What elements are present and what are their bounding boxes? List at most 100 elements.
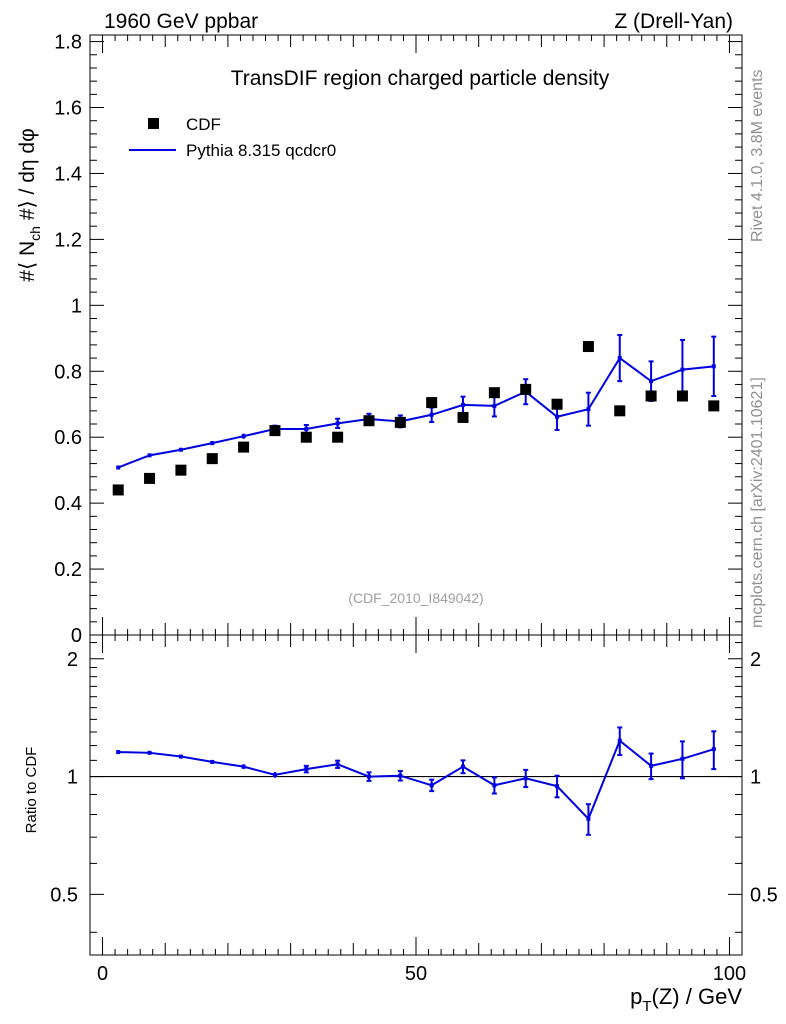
y-tick-label: 0.8 xyxy=(54,361,82,383)
ratio-point xyxy=(335,762,340,767)
rivet-version-label: Rivet 4.1.0, 3.8M events xyxy=(749,69,766,242)
ratio-tick-label: 2 xyxy=(67,649,78,671)
main-plot-area xyxy=(112,334,720,496)
main-axis-ticks: 0 0.2 0.4 0.6 0.8 1 1.2 1.4 1.6 1.8 xyxy=(54,32,742,647)
ratio-point xyxy=(680,756,685,761)
cdf-point xyxy=(394,416,406,428)
mc-point xyxy=(304,426,309,431)
cdf-point xyxy=(144,472,156,484)
ratio-point xyxy=(711,747,716,752)
mc-point xyxy=(116,465,121,470)
cdf-point xyxy=(520,383,532,395)
legend-cdf-marker xyxy=(148,118,159,129)
legend-mc-label: Pythia 8.315 qcdcr0 xyxy=(186,141,336,160)
mc-point xyxy=(617,356,622,361)
mc-point xyxy=(335,421,340,426)
x-tick-label: 50 xyxy=(405,963,427,985)
cdf-point xyxy=(614,405,626,417)
ratio-point xyxy=(241,764,246,769)
mc-point xyxy=(555,414,560,419)
x-axis-label-rest: (Z) / GeV xyxy=(652,984,743,1009)
cdf-point xyxy=(708,400,720,412)
cdf-point xyxy=(332,431,344,443)
cdf-point xyxy=(457,411,469,423)
y-tick-label: 1.4 xyxy=(54,163,82,185)
y-axis-label: #⟨ Nch #⟩ / dη dφ xyxy=(16,128,43,281)
ratio-point xyxy=(366,774,371,779)
y-axis-label-pre: #⟨ N xyxy=(16,241,39,282)
y-tick-label: 0 xyxy=(71,625,82,647)
ratio-tick-label: 0.5 xyxy=(50,884,78,906)
ratio-point xyxy=(304,767,309,772)
collider-label: 1960 GeV ppbar xyxy=(104,10,258,33)
cdf-point xyxy=(582,341,594,353)
ratio-tick-label: 1 xyxy=(67,767,78,789)
cdf-point xyxy=(645,390,657,402)
cdf-point xyxy=(676,390,688,402)
y-tick-label: 0.4 xyxy=(54,493,82,515)
y-axis-label-sub: ch xyxy=(27,226,43,241)
ratio-point xyxy=(398,773,403,778)
ratio-point xyxy=(210,759,215,764)
cdf-point xyxy=(206,453,218,465)
x-tick-label: 0 xyxy=(97,963,108,985)
y-tick-label: 0.6 xyxy=(54,427,82,449)
ratio-point xyxy=(116,750,121,755)
ratio-point xyxy=(147,750,152,755)
mc-point xyxy=(210,441,215,446)
ratio-y-axis-label: Ratio to CDF xyxy=(23,747,40,834)
ratio-point xyxy=(272,772,277,777)
ratio-point xyxy=(523,776,528,781)
cdf-point xyxy=(300,431,312,443)
process-label: Z (Drell-Yan) xyxy=(614,10,733,33)
legend-cdf-label: CDF xyxy=(186,115,221,134)
ratio-point xyxy=(461,764,466,769)
ratio-point xyxy=(429,783,434,788)
mc-point xyxy=(461,402,466,407)
cdf-point xyxy=(363,415,375,427)
mc-point xyxy=(586,407,591,412)
mc-point xyxy=(147,453,152,458)
y-tick-label: 1.8 xyxy=(54,32,82,54)
cdf-point xyxy=(238,441,250,453)
cdf-point xyxy=(551,398,563,410)
ratio-point xyxy=(617,738,622,743)
ratio-tick-label-right: 2 xyxy=(750,649,761,671)
y-tick-label: 1.2 xyxy=(54,229,82,251)
cdf-point xyxy=(269,425,281,437)
y-tick-label: 0.2 xyxy=(54,559,82,581)
mc-series-line xyxy=(117,356,714,469)
y-axis-label-post: #⟩ / dη dφ xyxy=(16,128,39,226)
cdf-point xyxy=(426,397,438,409)
cdf-point xyxy=(488,387,500,399)
mc-point xyxy=(429,412,434,417)
ratio-point xyxy=(555,784,560,789)
mc-point xyxy=(649,379,654,384)
ratio-point xyxy=(178,754,183,759)
mcplots-label: mcplots.cern.ch [arXiv:2401.10621] xyxy=(749,377,766,628)
y-tick-label: 1 xyxy=(71,295,82,317)
mc-point xyxy=(492,403,497,408)
mc-point xyxy=(711,364,716,369)
analysis-watermark: (CDF_2010_I849042) xyxy=(348,590,483,606)
ratio-tick-label-right: 1 xyxy=(750,767,761,789)
x-axis-label-sub: T xyxy=(642,998,651,1015)
ratio-plot-frame xyxy=(89,634,743,956)
ratio-point xyxy=(586,816,591,821)
ratio-series-line xyxy=(118,739,715,821)
x-axis-label-p: p xyxy=(630,984,642,1009)
cdf-point xyxy=(112,484,124,496)
y-tick-label: 1.6 xyxy=(54,98,82,120)
cdf-point xyxy=(175,464,187,476)
x-tick-label: 100 xyxy=(713,963,746,985)
mc-point xyxy=(680,367,685,372)
ratio-axis-ticks: 0 50 100 0.5 0.5 1 1 2 2 xyxy=(50,635,778,985)
mc-point xyxy=(178,447,183,452)
ratio-point xyxy=(492,783,497,788)
chart-title: TransDIF region charged particle density xyxy=(231,67,610,90)
mc-point xyxy=(241,434,246,439)
ratio-plot-area xyxy=(116,726,717,836)
ratio-tick-label-right: 0.5 xyxy=(750,884,778,906)
x-axis-label: pT(Z) / GeV xyxy=(630,984,742,1015)
